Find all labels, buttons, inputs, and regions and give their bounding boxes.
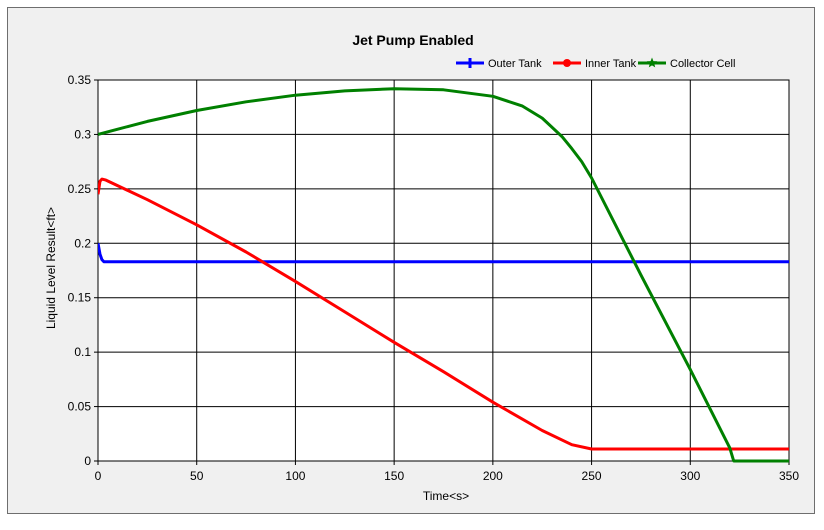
y-tick-label: 0.1 (74, 345, 91, 359)
line-chart: Jet Pump Enabled 0 50 100 150 200 250 300 350 0 0… (44, 32, 799, 503)
chart-frame: Jet Pump Enabled 0 50 100 150 200 250 300 350 0 0… (7, 7, 815, 514)
legend-label-inner-tank: Inner Tank (585, 58, 637, 70)
y-tick-label: 0.25 (68, 182, 92, 196)
x-tick-label: 150 (384, 469, 404, 483)
legend-label-collector-cell: Collector Cell (670, 58, 735, 70)
plot-area (98, 80, 789, 461)
x-tick-label: 250 (582, 469, 602, 483)
x-axis-label: Time<s> (423, 489, 469, 503)
y-tick-label: 0 (84, 454, 91, 468)
legend-marker-circle-icon (563, 59, 571, 67)
series-line-outer-tank (98, 243, 789, 264)
x-tick-label: 100 (285, 469, 305, 483)
x-tick-label: 50 (190, 469, 204, 483)
y-tick-label: 0.35 (68, 73, 92, 87)
x-tick-label: 300 (680, 469, 700, 483)
x-tick-label: 0 (95, 469, 102, 483)
series-line-collector-cell (98, 87, 789, 463)
y-tick-label: 0.3 (74, 127, 91, 141)
x-tick-label: 350 (779, 469, 799, 483)
plot-border (97, 79, 790, 462)
y-tick-label: 0.15 (68, 291, 92, 305)
y-axis-label: Liquid Level Result<ft> (44, 207, 58, 329)
legend-label-outer-tank: Outer Tank (488, 58, 542, 70)
chart-title: Jet Pump Enabled (352, 32, 473, 48)
y-tick-label: 0.05 (68, 400, 92, 414)
x-tick-label: 200 (483, 469, 503, 483)
series-line-inner-tank (98, 177, 789, 451)
legend-marker-star-icon (646, 57, 658, 68)
y-tick-label: 0.2 (74, 236, 91, 250)
